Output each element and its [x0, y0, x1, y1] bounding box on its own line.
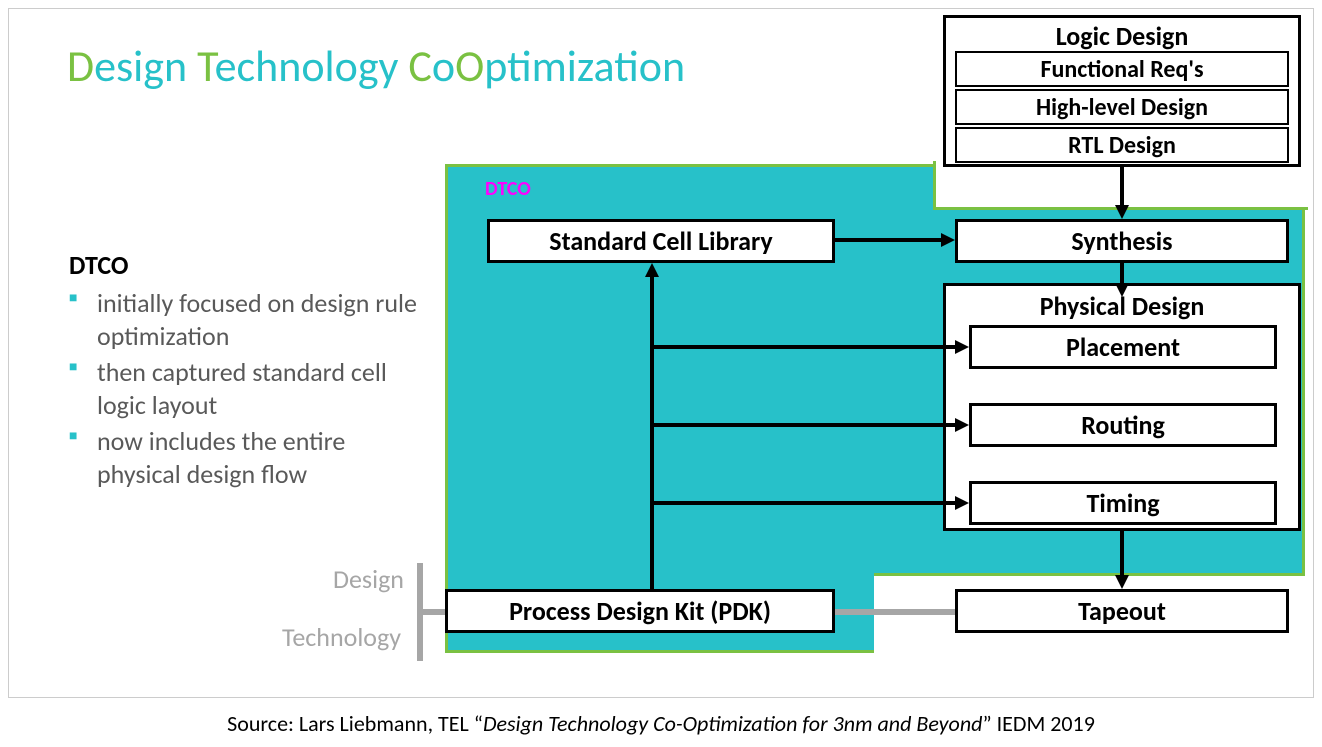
dtco-region-label: DTCO [485, 177, 531, 201]
box-pdk: Process Design Kit (PDK) [445, 589, 835, 633]
phys-sub-2: Timing [969, 481, 1277, 525]
logic-sub-0: Functional Req's [955, 51, 1289, 87]
arrow-line [1120, 263, 1124, 283]
label-design: Design [333, 563, 404, 595]
arrow-head-icon [955, 418, 969, 432]
slide-title: Design Technology CoOptimization [67, 39, 685, 93]
arrow-line [1120, 167, 1124, 205]
box-standard-cell-library: Standard Cell Library [487, 219, 835, 263]
bullets-list: initially focused on design rule optimiz… [69, 287, 419, 494]
arrow-head-icon [1115, 575, 1129, 589]
logic-sub-2: RTL Design [955, 127, 1289, 163]
arrow-line [835, 238, 941, 242]
bullet-item: now includes the entire physical design … [69, 425, 419, 490]
phys-sub-1: Routing [969, 403, 1277, 447]
box-synthesis: Synthesis [955, 219, 1289, 263]
bullet-item: then captured standard cell logic layout [69, 356, 419, 421]
logic-design-title: Logic Design [946, 18, 1298, 54]
source-caption: Source: Lars Liebmann, TEL “Design Techn… [0, 710, 1322, 737]
arrow-line [652, 423, 955, 427]
arrow-line [1120, 531, 1124, 575]
arrow-line [652, 501, 955, 505]
arrow-head-icon [941, 233, 955, 247]
bullets-heading: DTCO [69, 249, 128, 281]
logic-sub-1: High-level Design [955, 89, 1289, 125]
arrow-head-icon [955, 496, 969, 510]
arrow-head-icon [645, 263, 659, 277]
label-technology: Technology [282, 621, 401, 653]
slide-frame: Design Technology CoOptimization DTCO in… [8, 8, 1314, 698]
phys-sub-0: Placement [969, 325, 1277, 369]
box-tapeout: Tapeout [955, 589, 1289, 633]
arrow-line [650, 277, 654, 589]
arrow-head-icon [1115, 205, 1129, 219]
arrow-line [652, 345, 955, 349]
bullet-item: initially focused on design rule optimiz… [69, 287, 419, 352]
arrow-head-icon [1115, 283, 1129, 297]
arrow-head-icon [955, 340, 969, 354]
